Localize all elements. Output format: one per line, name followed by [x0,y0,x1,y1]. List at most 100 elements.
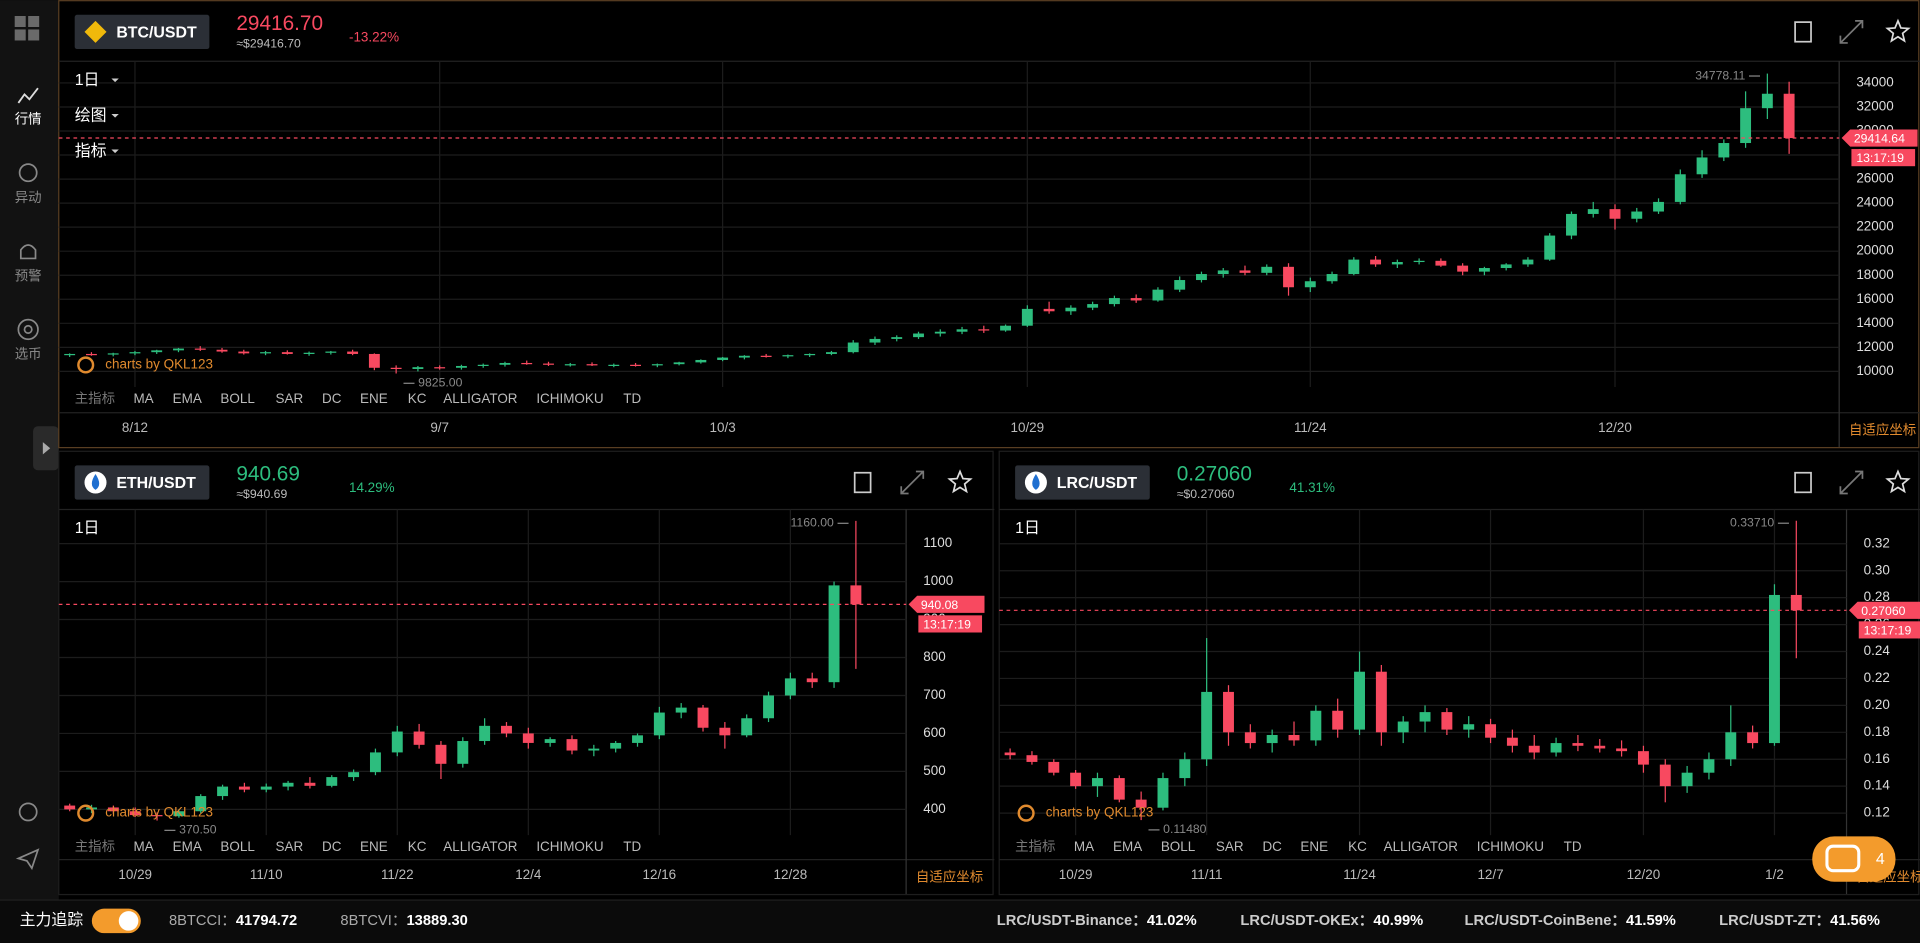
expand-icon[interactable] [1839,20,1864,44]
exchange-logo-drop [1032,473,1040,490]
chart-menu[interactable]: 1日 [75,520,100,537]
chart-menu[interactable]: 1日 [1015,520,1040,537]
candle-body [521,362,533,365]
y-tick-label: 600 [923,725,945,740]
sidebar-item[interactable]: 预警 [15,268,42,283]
footer-value: 41794.72 [236,913,297,929]
candle-body [1594,745,1606,749]
high-label: 0.33710 [1730,515,1774,529]
market-icon[interactable] [17,87,39,104]
candle-body [1747,732,1759,744]
y-tick-label: 1100 [923,535,952,550]
candle-body [653,712,665,736]
indicator[interactable]: TD [623,391,641,406]
candle-body [64,805,76,810]
candle-body [412,367,424,369]
indicator[interactable]: ALLIGATOR [1384,839,1459,854]
indicator[interactable]: KC [408,839,427,854]
indicator[interactable]: BOLL [220,391,255,406]
indicator[interactable]: SAR [276,839,304,854]
warning-icon[interactable] [19,244,37,260]
indicator[interactable]: TD [1564,839,1582,854]
candle-body [630,364,641,366]
search-icon[interactable] [1794,471,1812,494]
y-tick-label: 14000 [1856,315,1893,330]
indicator[interactable]: KC [1348,839,1367,854]
indicator[interactable]: DC [322,839,342,854]
search-icon[interactable] [1794,21,1812,43]
indicator[interactable]: MA [133,391,153,406]
candle-body [499,362,511,365]
chart-menu[interactable]: 1日 [75,72,100,89]
indicator[interactable]: ICHIMOKU [1477,839,1544,854]
footer-bg [0,900,1920,943]
send-icon[interactable] [15,848,40,871]
indicator[interactable]: EMA [173,839,202,854]
candle-body [1761,93,1773,109]
y-tick-label: 500 [923,763,945,778]
footer-value: 41.56% [1830,913,1880,929]
select-icon[interactable] [17,318,39,341]
candle-body [1485,724,1497,738]
candle-body [347,351,359,354]
auto-scale[interactable]: 自适应坐标 [1849,422,1916,438]
candle-body [1217,270,1229,275]
indicator[interactable]: TD [623,839,641,854]
pair-box[interactable] [1015,465,1150,500]
price-tag-label: 940.08 [921,598,959,612]
indicator[interactable]: DC [322,391,342,406]
x-tick-label: 11/24 [1294,420,1327,435]
alert-icon[interactable] [18,163,38,183]
indicator[interactable]: EMA [1113,839,1142,854]
indicator[interactable]: ICHIMOKU [536,839,603,854]
indicator[interactable]: ENE [360,839,388,854]
auto-scale[interactable]: 自适应坐标 [916,869,983,885]
y-tick-label: 700 [923,687,945,702]
expand-icon[interactable] [1839,470,1864,495]
y-tick-label: 800 [923,649,945,664]
indicator[interactable]: MA [1074,839,1094,854]
collapse-arrow [42,442,51,455]
candle-body [217,786,229,797]
favorite-icon[interactable] [947,469,973,494]
expand-icon[interactable] [900,470,925,495]
candle-body [956,329,968,332]
indicator[interactable]: SAR [276,391,304,406]
search-icon[interactable] [853,471,872,494]
indicator[interactable]: EMA [173,391,202,406]
x-tick-label: 10/29 [118,867,152,882]
favorite-icon[interactable] [1885,18,1911,43]
candle-body [238,351,250,354]
indicator[interactable]: DC [1262,839,1282,854]
chat-badge: 4 [1876,851,1885,868]
sidebar-item[interactable]: 选币 [15,347,42,362]
price-tag [1841,129,1918,147]
indicator[interactable]: ICHIMOKU [536,391,603,406]
pair-box[interactable] [74,465,210,500]
indicator[interactable]: ENE [360,391,388,406]
settings-icon[interactable] [18,802,38,822]
candle-body [1000,325,1012,331]
favorite-icon[interactable] [1885,469,1911,494]
indicator[interactable]: MA [133,839,153,854]
indicator[interactable]: KC [408,391,427,406]
sidebar-item[interactable]: 异动 [15,190,42,205]
candle-body [413,731,425,745]
indicator[interactable]: ALLIGATOR [443,839,518,854]
apps-icon[interactable] [14,15,40,41]
chat-widget[interactable]: 4 [1812,836,1896,882]
indicator[interactable]: ALLIGATOR [443,391,518,406]
candle-body [1174,280,1186,290]
pair-box[interactable] [74,14,210,50]
low-label: 370.50 [179,823,217,837]
indicator[interactable]: ENE [1300,839,1328,854]
indicator[interactable]: SAR [1216,839,1244,854]
indicator[interactable]: BOLL [220,839,255,854]
chart-menu[interactable]: 指标 [75,142,107,160]
candle-body [238,786,250,790]
candle-body [1043,308,1055,312]
candle-body [260,786,272,790]
indicator[interactable]: BOLL [1161,839,1196,854]
chart-menu[interactable]: 绘图 [75,107,107,125]
sidebar-item[interactable]: 行情 [15,112,42,127]
